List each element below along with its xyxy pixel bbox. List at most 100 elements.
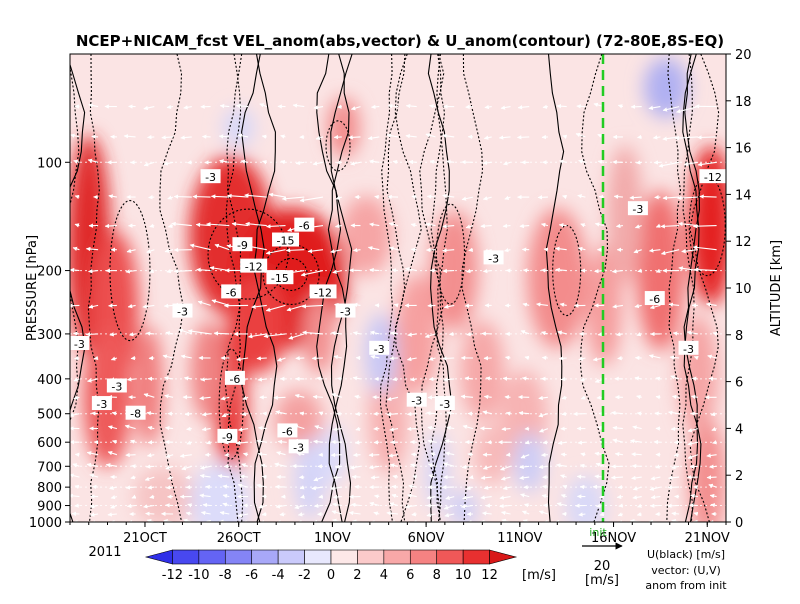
wind-vector bbox=[611, 477, 623, 478]
wind-vector bbox=[502, 429, 511, 430]
colorbar-tick-label: 12 bbox=[481, 568, 498, 583]
colorbar-tick-label: 10 bbox=[455, 568, 472, 583]
wind-vector bbox=[276, 487, 286, 488]
colorbar-tick-label: -10 bbox=[188, 568, 209, 583]
legend-note-line: U(black) [m/s] bbox=[647, 548, 725, 561]
wind-vector bbox=[274, 397, 286, 398]
wind-vector bbox=[375, 196, 380, 197]
contour-label: -6 bbox=[229, 373, 240, 386]
legend-note-line: anom from init bbox=[645, 579, 727, 592]
left-axis-label: PRESSURE [hPa] bbox=[25, 235, 40, 341]
contour-label: -3 bbox=[374, 343, 385, 356]
colorbar-swatch bbox=[305, 550, 331, 564]
wind-vector bbox=[313, 397, 323, 398]
wind-vector bbox=[503, 226, 510, 227]
wind-vector bbox=[557, 106, 567, 107]
wind-vector bbox=[520, 226, 529, 227]
colorbar-tick-label: -6 bbox=[245, 568, 258, 583]
wind-vector bbox=[481, 226, 492, 227]
wind-vector bbox=[92, 413, 99, 414]
wind-vector bbox=[409, 162, 417, 163]
wind-vector bbox=[371, 477, 379, 478]
chart-title: NCEP+NICAM_fcst VEL_anom(abs,vector) & U… bbox=[76, 32, 724, 50]
wind-vector bbox=[656, 397, 660, 398]
wind-vector bbox=[353, 455, 360, 456]
right-tick-label: 20 bbox=[735, 48, 752, 63]
left-tick-label: 600 bbox=[37, 436, 62, 451]
contour-label: -12 bbox=[314, 286, 332, 299]
left-tick-label: 500 bbox=[37, 408, 62, 423]
left-tick-label: 800 bbox=[37, 481, 62, 496]
wind-vector bbox=[214, 333, 229, 334]
left-tick-label: 900 bbox=[37, 500, 62, 515]
wind-vector bbox=[517, 137, 529, 138]
wind-vector bbox=[668, 506, 679, 507]
wind-vector bbox=[314, 506, 323, 507]
wind-vector bbox=[146, 466, 154, 467]
colorbar-swatch bbox=[384, 550, 410, 564]
left-tick-label: 200 bbox=[37, 265, 62, 280]
wind-vector bbox=[225, 455, 230, 456]
wind-vector bbox=[700, 196, 717, 197]
colorbar-tick-label: 6 bbox=[406, 568, 414, 583]
left-tick-label: 400 bbox=[37, 373, 62, 388]
right-tick-label: 2 bbox=[735, 469, 743, 484]
wind-vector bbox=[577, 476, 585, 477]
contour-label: -3 bbox=[439, 398, 450, 411]
colorbar-swatch bbox=[410, 550, 436, 564]
contour-label: -8 bbox=[130, 408, 141, 421]
wind-vector bbox=[185, 414, 192, 415]
wind-vector bbox=[450, 334, 455, 335]
wind-vector bbox=[349, 137, 361, 138]
contour-label: -3 bbox=[96, 398, 107, 411]
right-tick-label: 18 bbox=[735, 95, 752, 110]
wind-vector bbox=[672, 513, 679, 514]
contour-label: -3 bbox=[683, 343, 694, 356]
colorbar-unit: [m/s] bbox=[522, 568, 556, 583]
wind-vector bbox=[690, 466, 698, 467]
x-tick-label: 26OCT bbox=[217, 531, 261, 546]
left-tick-label: 1000 bbox=[29, 516, 62, 531]
contour-label: -6 bbox=[299, 220, 310, 233]
wind-vector bbox=[466, 107, 473, 108]
colorbar-swatch bbox=[463, 550, 489, 564]
wind-vector bbox=[638, 137, 642, 138]
contour-label: -3 bbox=[340, 306, 351, 319]
wind-vector bbox=[559, 358, 566, 359]
right-tick-label: 8 bbox=[735, 329, 743, 344]
wind-vector bbox=[542, 455, 548, 456]
colorbar-tick-label: 2 bbox=[353, 568, 361, 583]
wind-vector bbox=[411, 454, 416, 455]
wind-vector bbox=[131, 358, 136, 359]
shading-blob bbox=[135, 326, 163, 446]
wind-vector bbox=[319, 497, 323, 498]
wind-vector bbox=[632, 454, 642, 455]
contour-label: -6 bbox=[226, 286, 237, 299]
wind-vector bbox=[146, 333, 154, 334]
shading-blob bbox=[328, 97, 360, 157]
contour-label: -6 bbox=[282, 425, 293, 438]
wind-vector bbox=[503, 378, 510, 379]
contour-label: -3 bbox=[205, 171, 216, 184]
colorbar-tick-label: -8 bbox=[219, 568, 232, 583]
colorbar-swatch bbox=[278, 550, 304, 564]
contour-label: -9 bbox=[237, 239, 248, 252]
wind-vector bbox=[333, 497, 342, 498]
wind-vector bbox=[542, 270, 548, 271]
wind-vector bbox=[542, 137, 548, 138]
shading-blob bbox=[527, 208, 587, 348]
wind-vector bbox=[126, 487, 136, 488]
wind-vector bbox=[132, 466, 136, 467]
wind-vector bbox=[126, 455, 136, 456]
x-tick-label: 1NOV bbox=[314, 531, 351, 546]
vector-legend: 20 [m/s] bbox=[582, 546, 622, 588]
right-tick-label: 6 bbox=[735, 376, 743, 391]
contour-label: -3 bbox=[632, 203, 643, 216]
wind-vector bbox=[671, 429, 679, 430]
colorbar-swatch bbox=[490, 550, 516, 564]
